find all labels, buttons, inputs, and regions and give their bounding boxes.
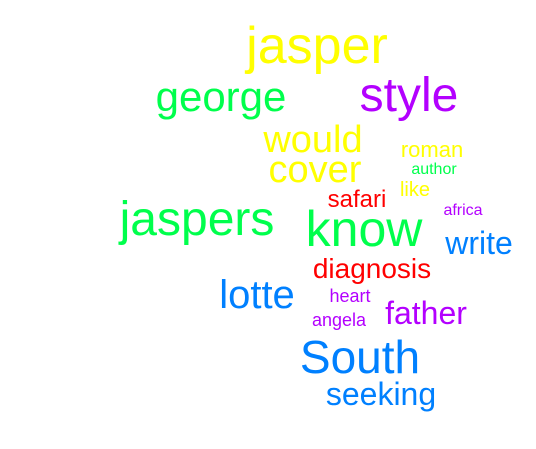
- word-angela: angela: [311, 310, 367, 330]
- word-heart: heart: [329, 286, 371, 306]
- word-would: would: [263, 119, 363, 161]
- word-seeking: seeking: [325, 376, 437, 412]
- word-know: know: [305, 201, 423, 257]
- word-africa: africa: [443, 202, 483, 219]
- word-safari: safari: [327, 186, 387, 213]
- word-write: write: [445, 225, 513, 261]
- word-diagnosis: diagnosis: [312, 253, 432, 284]
- word-roman: roman: [400, 137, 464, 162]
- word-south: South: [299, 331, 421, 383]
- word-cover: cover: [268, 149, 362, 191]
- word-father: father: [385, 295, 467, 331]
- word-style: style: [359, 69, 459, 122]
- word-like: like: [399, 179, 431, 201]
- word-lotte: lotte: [219, 273, 295, 317]
- word-george: george: [155, 73, 287, 120]
- word-jasper: jasper: [246, 17, 388, 75]
- word-jaspers: jaspers: [119, 193, 275, 246]
- word-author: author: [411, 161, 457, 178]
